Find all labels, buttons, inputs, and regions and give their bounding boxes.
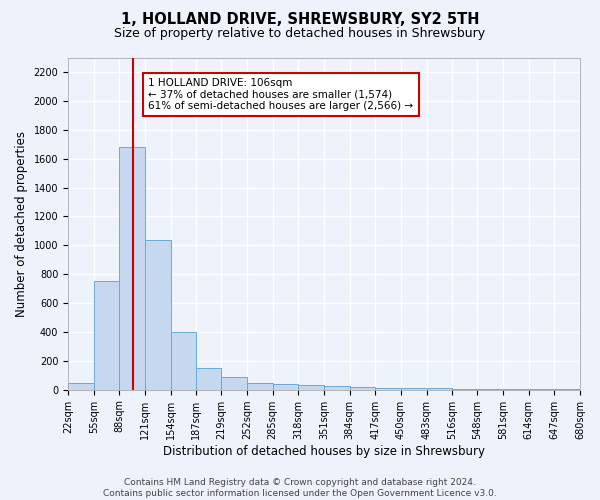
- Text: 1 HOLLAND DRIVE: 106sqm
← 37% of detached houses are smaller (1,574)
61% of semi: 1 HOLLAND DRIVE: 106sqm ← 37% of detache…: [148, 78, 413, 111]
- Y-axis label: Number of detached properties: Number of detached properties: [15, 130, 28, 316]
- Bar: [196, 368, 221, 390]
- Bar: [376, 388, 401, 390]
- Bar: [401, 388, 427, 390]
- Bar: [452, 388, 477, 390]
- Bar: [427, 388, 452, 390]
- Text: 1, HOLLAND DRIVE, SHREWSBURY, SY2 5TH: 1, HOLLAND DRIVE, SHREWSBURY, SY2 5TH: [121, 12, 479, 28]
- Bar: [503, 389, 529, 390]
- Bar: [171, 332, 196, 390]
- Bar: [298, 384, 324, 390]
- X-axis label: Distribution of detached houses by size in Shrewsbury: Distribution of detached houses by size …: [163, 444, 485, 458]
- Bar: [529, 389, 554, 390]
- Bar: [350, 387, 376, 390]
- Bar: [68, 382, 94, 390]
- Text: Size of property relative to detached houses in Shrewsbury: Size of property relative to detached ho…: [115, 28, 485, 40]
- Bar: [247, 382, 272, 390]
- Bar: [94, 282, 119, 390]
- Bar: [324, 386, 350, 390]
- Bar: [145, 240, 171, 390]
- Bar: [554, 389, 580, 390]
- Bar: [272, 384, 298, 390]
- Bar: [119, 147, 145, 390]
- Bar: [221, 378, 247, 390]
- Bar: [477, 388, 503, 390]
- Text: Contains HM Land Registry data © Crown copyright and database right 2024.
Contai: Contains HM Land Registry data © Crown c…: [103, 478, 497, 498]
